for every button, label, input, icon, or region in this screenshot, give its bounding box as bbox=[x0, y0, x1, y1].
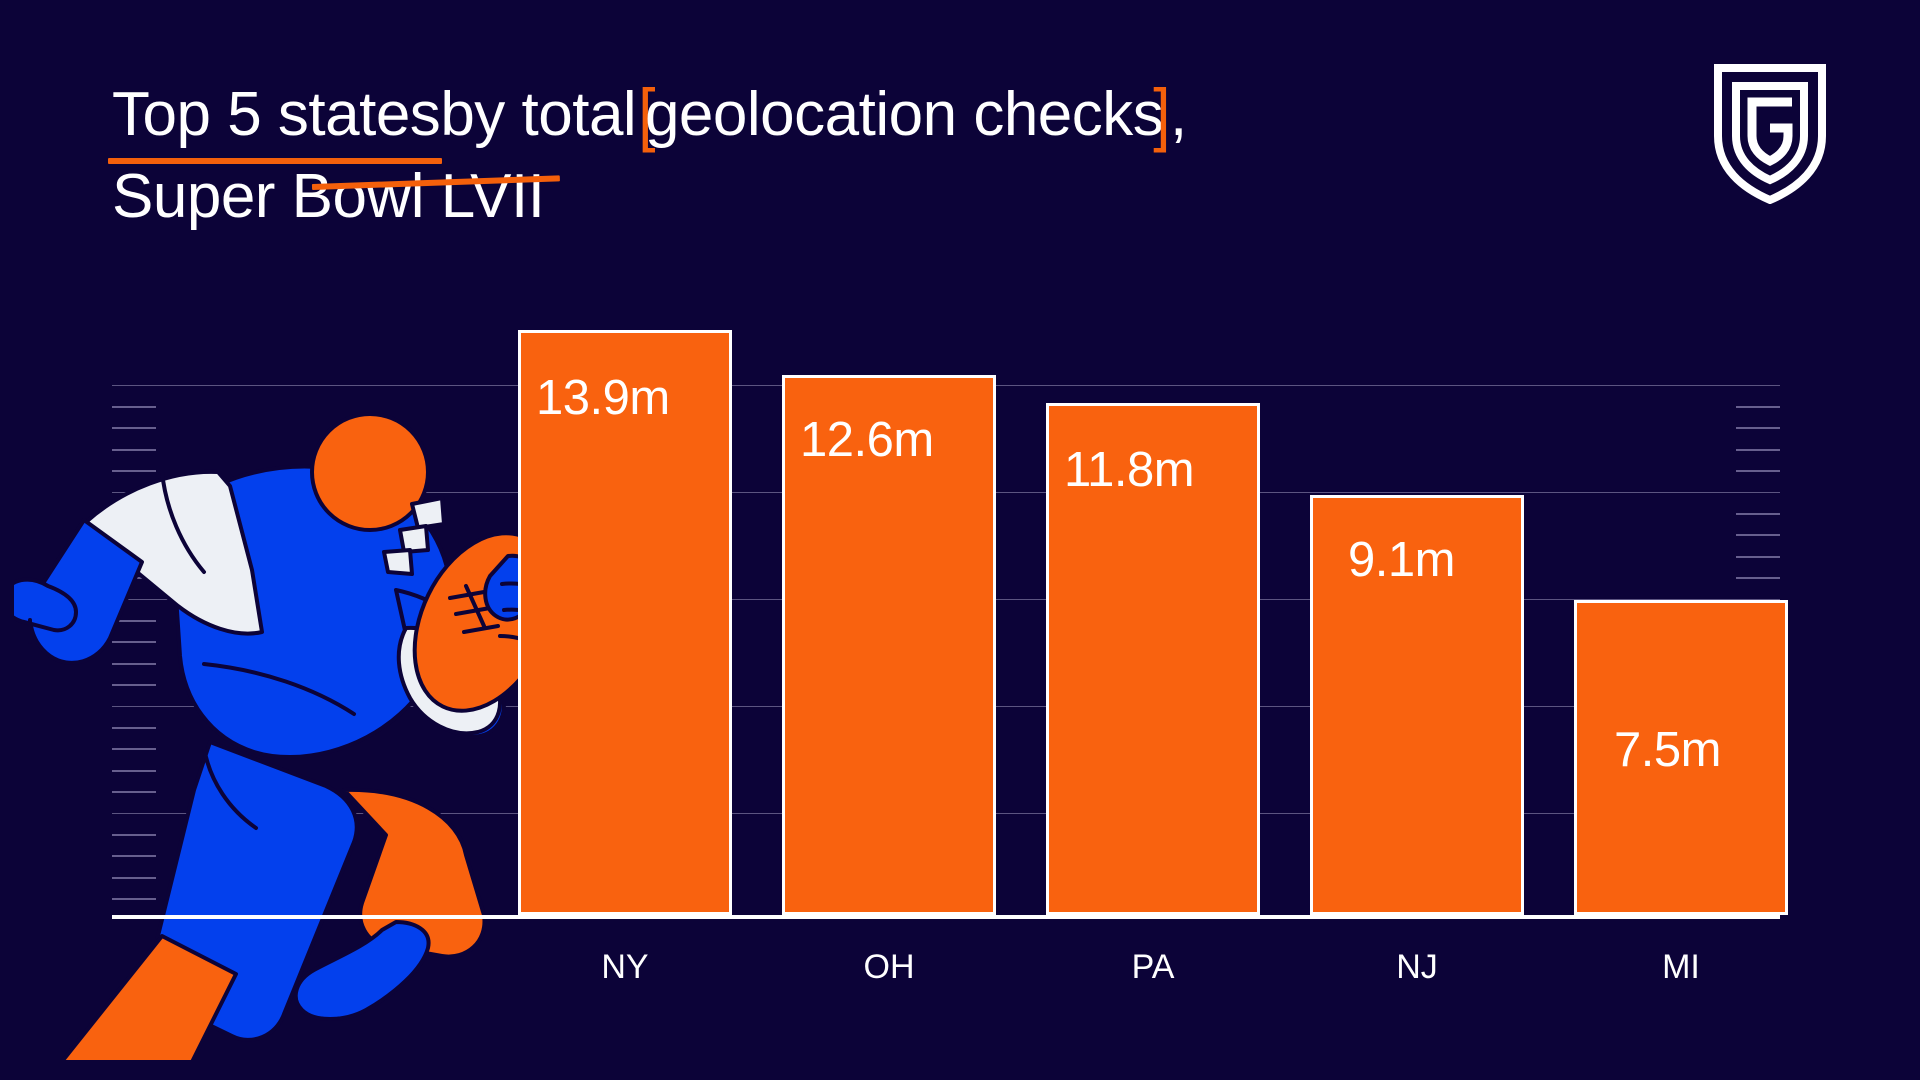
tick-minor-l17 bbox=[112, 834, 156, 836]
tick-minor-l2 bbox=[112, 427, 156, 429]
tick-minor-l11 bbox=[112, 663, 156, 665]
bar-value-MI: 7.5m bbox=[1614, 723, 1721, 777]
tick-minor-l10 bbox=[112, 641, 156, 643]
x-label-MI: MI bbox=[1662, 948, 1700, 986]
tick-minor-l1 bbox=[112, 406, 156, 408]
tick-minor-r8 bbox=[1736, 577, 1780, 579]
tick-minor-l18 bbox=[112, 855, 156, 857]
title-line-2: Super Bowl LVII bbox=[112, 156, 1712, 238]
tick-minor-l15 bbox=[112, 770, 156, 772]
title-text-bytotal: by total bbox=[440, 80, 637, 149]
x-label-NY: NY bbox=[601, 948, 649, 986]
bracket-open-icon: [ bbox=[638, 75, 655, 154]
tick-minor-l3 bbox=[112, 449, 156, 451]
tick-minor-l16 bbox=[112, 791, 156, 793]
tick-minor-r3 bbox=[1736, 449, 1780, 451]
bar-OH[interactable] bbox=[782, 375, 996, 915]
x-label-OH: OH bbox=[863, 948, 915, 986]
title-text-superbowl: Super Bowl LVII bbox=[112, 162, 545, 231]
tick-minor-l19 bbox=[112, 877, 156, 879]
bar-value-NY: 13.9m bbox=[536, 371, 670, 425]
bar-NJ[interactable] bbox=[1310, 495, 1524, 915]
tick-minor-l14 bbox=[112, 748, 156, 750]
title-text-geolocation-checks: geolocation checks bbox=[644, 80, 1164, 149]
bracket-close-icon: ] bbox=[1153, 75, 1171, 154]
title-highlight-top5: Top 5 states bbox=[107, 74, 443, 164]
tick-minor-l12 bbox=[112, 684, 156, 686]
bar-PA[interactable] bbox=[1046, 403, 1260, 915]
x-label-NJ: NJ bbox=[1396, 948, 1438, 986]
tick-minor-l4 bbox=[112, 470, 156, 472]
tick-minor-r5 bbox=[1736, 513, 1780, 515]
american-football-player-illustration bbox=[14, 412, 558, 1060]
bar-value-PA: 11.8m bbox=[1064, 443, 1195, 497]
tick-minor-r2 bbox=[1736, 427, 1780, 429]
bar-value-OH: 12.6m bbox=[800, 413, 934, 467]
tick-minor-r1 bbox=[1736, 406, 1780, 408]
tick-minor-r7 bbox=[1736, 556, 1780, 558]
title-line-1: Top 5 states by total[geolocation checks… bbox=[107, 74, 1712, 164]
tick-minor-r6 bbox=[1736, 534, 1780, 536]
geocomply-shield-logo bbox=[1714, 64, 1826, 204]
tick-minor-l20 bbox=[112, 898, 156, 900]
bar-MI[interactable] bbox=[1574, 600, 1788, 915]
bar-value-NJ: 9.1m bbox=[1348, 533, 1455, 587]
title-text-comma: , bbox=[1170, 80, 1187, 149]
bar-NY[interactable] bbox=[518, 330, 732, 915]
x-axis-baseline bbox=[112, 915, 1780, 919]
tick-minor-r4 bbox=[1736, 470, 1780, 472]
x-label-PA: PA bbox=[1131, 948, 1175, 986]
tick-minor-l13 bbox=[112, 727, 156, 729]
tick-minor-l9 bbox=[112, 620, 156, 622]
page-title: Top 5 states by total[geolocation checks… bbox=[107, 74, 1712, 238]
